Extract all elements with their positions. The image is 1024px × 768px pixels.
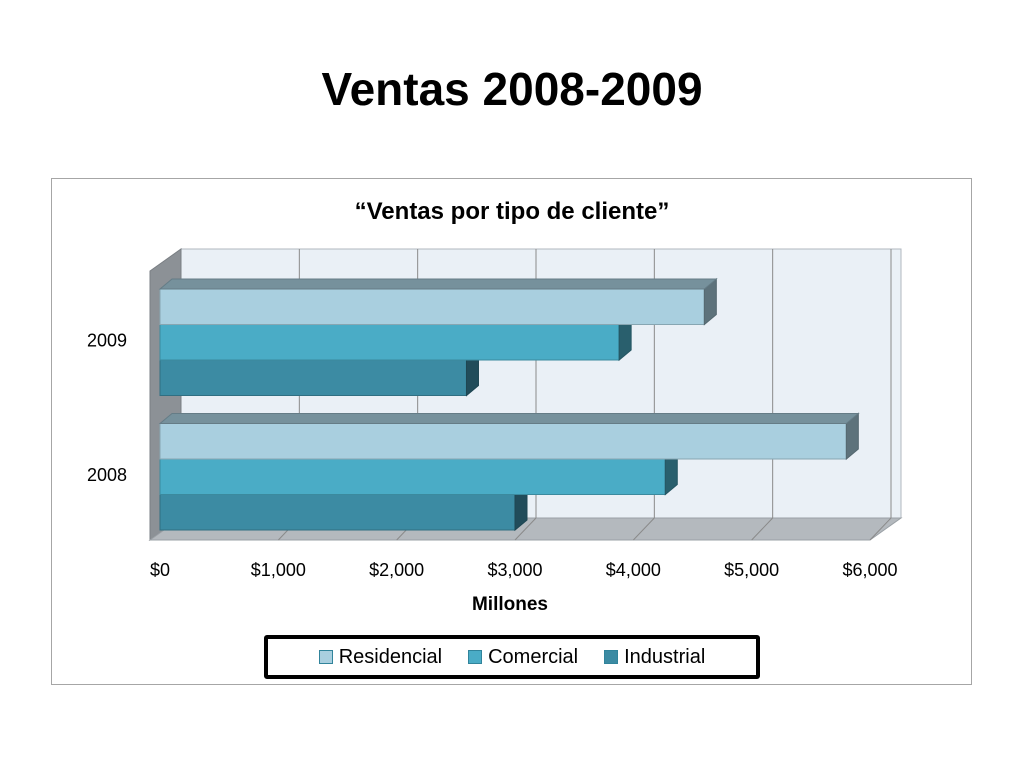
bar-front xyxy=(159,458,666,495)
chart-title: “Ventas por tipo de cliente” xyxy=(355,198,670,225)
bar-top xyxy=(158,278,718,290)
legend-item: Comercial xyxy=(468,646,578,669)
plot-area: 2009 2008 $0 $1,000 $2,000 $3,000 $4,000 $5,000… xyxy=(87,248,903,580)
x-tick-label: $0 xyxy=(150,560,170,580)
x-tick-label: $4,000 xyxy=(606,560,661,580)
slide-title: Ventas 2008-2009 xyxy=(321,63,703,115)
legend-label: Residencial xyxy=(338,645,443,668)
x-tick-label: $5,000 xyxy=(724,560,779,580)
x-tick-label: $6,000 xyxy=(842,560,897,580)
legend-label: Industrial xyxy=(624,645,706,668)
floor-gridline xyxy=(869,517,892,541)
bar-front xyxy=(159,359,467,396)
legend-label: Comercial xyxy=(488,645,579,668)
floor-gridline xyxy=(514,517,537,541)
bar xyxy=(158,277,718,326)
bar xyxy=(159,447,678,496)
y-tick-label: 2009 xyxy=(87,330,127,350)
bar xyxy=(159,348,479,397)
x-tick-label: $2,000 xyxy=(369,560,424,580)
bar-front xyxy=(159,324,620,361)
legend-swatch xyxy=(604,650,619,664)
legend-swatch xyxy=(468,650,483,664)
chart-legend: Residencial Comercial Industrial xyxy=(264,635,760,679)
bar xyxy=(158,412,860,461)
legend-item: Industrial xyxy=(604,646,705,669)
floor-gridline xyxy=(632,517,655,541)
x-tick-label: $1,000 xyxy=(251,560,306,580)
x-tick-label: $3,000 xyxy=(487,560,542,580)
bar xyxy=(159,313,632,362)
bar xyxy=(159,483,528,532)
floor-gridline xyxy=(751,517,774,541)
legend-item: Residencial xyxy=(318,645,443,669)
x-axis-title: Millones xyxy=(472,594,548,615)
bar-front xyxy=(159,288,705,325)
bar-front xyxy=(159,494,516,531)
y-tick-label: 2008 xyxy=(87,465,127,485)
legend-swatch xyxy=(318,650,333,664)
bar-top xyxy=(158,413,860,424)
bar-front xyxy=(159,423,847,460)
